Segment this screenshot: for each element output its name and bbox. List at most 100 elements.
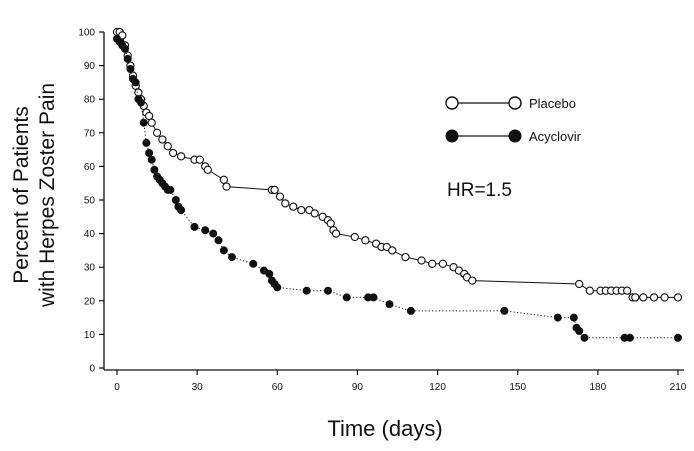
placebo-data-point [660,293,669,302]
acyclovir-data-point [369,293,378,302]
acyclovir-data-point [575,326,584,335]
placebo-data-point [350,232,359,242]
acyclovir-data-point [171,195,180,204]
placebo-data-point [639,293,648,302]
acyclovir-data-point [136,98,145,107]
series-layer [112,27,683,342]
x-ticks: 0 30 60 90 120 150 180 210 [114,370,687,393]
placebo-data-point [297,205,306,215]
placebo-data-point [575,279,584,289]
legend-placebo-label: Placebo [529,96,576,111]
placebo-data-point [468,276,477,285]
y-tick-label: 70 [84,128,96,139]
y-axis-title-line-2: with Herpes Zoster Pain [36,83,59,308]
y-tick-label: 50 [84,196,96,207]
y-tick-label: 90 [84,61,96,72]
y-tick-label: 100 [78,28,95,39]
acyclovir-data-point [385,300,394,309]
acyclovir-data-point [201,226,210,235]
placebo-data-point [152,128,162,137]
placebo-data-point [428,259,437,268]
x-tick-label: 90 [352,382,364,393]
x-tick-label: 0 [114,382,120,393]
axes: 0 10 20 30 40 50 60 70 80 90 100 0 30 60 90 120 150 180 2… [78,28,686,394]
placebo-data-point [326,219,335,228]
y-tick-label: 0 [89,364,95,375]
placebo-series-line [117,31,678,298]
placebo-data-point [361,236,370,245]
legend-item-acyclovir: Acyclovir [445,129,582,144]
placebo-data-point [222,182,231,191]
placebo-data-point [649,293,659,302]
acyclovir-data-point [580,333,589,342]
acyclovir-data-point [500,306,509,315]
x-tick-label: 120 [429,382,446,393]
acyclovir-data-point [323,286,332,295]
x-tick-label: 210 [670,382,687,393]
placebo-data-point [585,286,594,295]
acyclovir-series-line [116,38,678,339]
placebo-data-point [623,286,632,295]
acyclovir-data-point [166,185,175,194]
legend-placebo-marker-end [508,96,522,110]
y-axis-title-line-1: Percent of Patients [10,106,33,283]
acyclovir-data-point [121,44,130,53]
x-tick-label: 60 [272,382,284,393]
placebo-data-point [147,118,156,127]
x-tick-label: 150 [509,382,526,393]
acyclovir-data-point [674,333,683,342]
placebo-data-point [310,209,319,218]
placebo-data-point [388,246,397,255]
acyclovir-data-point [209,229,218,238]
acyclovir-data-point [265,269,274,278]
legend-item-placebo: Placebo [445,96,576,111]
placebo-data-point [168,148,178,158]
acyclovir-data-point [150,165,159,174]
acyclovir-data-point [625,333,634,342]
acyclovir-data-point [190,222,199,231]
acyclovir-data-point [342,293,351,302]
x-tick-label: 180 [590,382,607,393]
placebo-data-point [673,293,683,302]
legend: Placebo Acyclovir [445,96,582,144]
placebo-data-point [417,256,426,265]
placebo-data-point [158,135,167,144]
acyclovir-data-point [214,236,223,245]
placebo-data-point [281,199,290,208]
acyclovir-data-point [406,306,415,315]
acyclovir-data-point [142,138,151,147]
y-tick-label: 30 [84,263,96,274]
x-axis-title: Time (days) [327,416,442,441]
y-axis-title: Percent of Patients with Herpes Zoster P… [10,83,59,308]
placebo-data-point [195,155,204,164]
acyclovir-data-point [145,148,154,157]
y-tick-label: 10 [84,330,96,341]
placebo-data-point [631,293,640,302]
placebo-data-point [401,252,410,262]
acyclovir-data-point [126,65,135,74]
placebo-data-point [289,202,298,211]
placebo-data-point [176,152,186,161]
y-ticks: 0 10 20 30 40 50 60 70 80 90 100 [78,28,104,375]
placebo-data-point [275,192,285,201]
legend-acyclovir-marker-end [508,129,522,143]
placebo-data-point [203,165,212,174]
placebo-data-point [438,259,448,268]
y-tick-label: 20 [84,296,96,307]
acyclovir-data-point [177,206,186,215]
acyclovir-data-point [227,253,236,262]
acyclovir-data-point [123,54,132,63]
acyclovir-data-point [569,313,578,322]
acyclovir-data-point [302,286,311,295]
y-tick-label: 80 [84,95,96,106]
acyclovir-data-point [553,313,562,322]
legend-placebo-marker-start [445,96,459,110]
placebo-data-point [144,111,154,121]
hazard-ratio-annotation: HR=1.5 [447,180,512,201]
placebo-data-point [270,185,279,195]
y-tick-label: 60 [84,162,96,173]
legend-acyclovir-label: Acyclovir [529,129,582,144]
placebo-data-point [331,229,341,238]
acyclovir-data-point [139,118,148,127]
